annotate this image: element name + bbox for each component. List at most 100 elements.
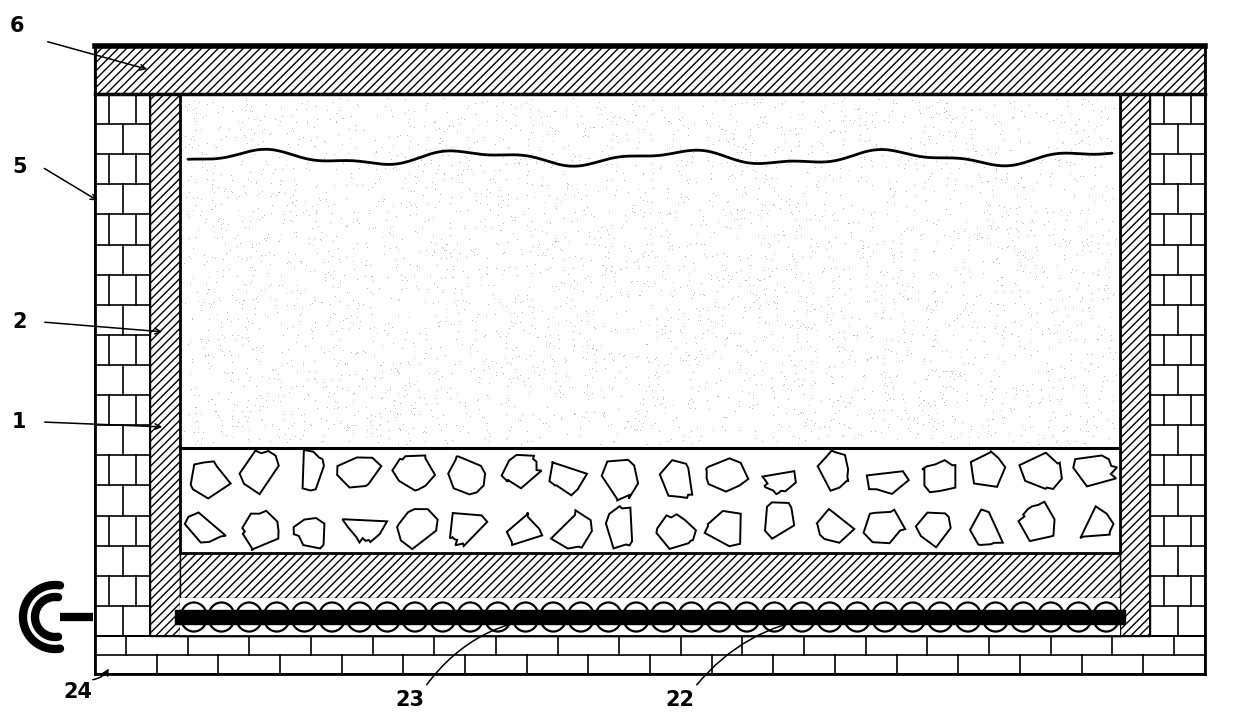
Point (693, 211, 713, 222)
Point (697, 117, 717, 129)
Point (825, 207, 844, 219)
Point (596, 159, 616, 170)
Point (859, 408, 879, 419)
Point (701, 315, 720, 326)
Point (823, 97, 843, 109)
Point (944, 225, 963, 236)
Point (923, 432, 942, 444)
Point (520, 111, 539, 123)
Point (1070, 295, 1090, 306)
Point (901, 132, 921, 144)
Point (1008, 245, 1028, 257)
Point (740, 285, 760, 297)
Point (828, 345, 848, 357)
Point (181, 336, 201, 347)
Point (796, 166, 816, 178)
Point (792, 251, 812, 263)
Point (202, 393, 222, 405)
Point (988, 160, 1008, 171)
Point (997, 168, 1017, 179)
Point (469, 393, 489, 405)
Point (269, 235, 289, 247)
Point (1037, 108, 1056, 119)
Point (954, 368, 973, 380)
Point (484, 173, 503, 184)
Point (213, 218, 233, 230)
Point (988, 298, 1008, 310)
Point (480, 204, 500, 216)
Point (221, 169, 241, 180)
Point (296, 95, 316, 107)
Point (201, 360, 221, 372)
Point (192, 148, 212, 160)
Point (278, 436, 298, 448)
Point (470, 215, 490, 227)
Point (451, 112, 471, 123)
Point (546, 155, 565, 166)
Point (653, 391, 673, 403)
Point (366, 423, 386, 435)
Point (505, 109, 525, 121)
Point (1091, 329, 1111, 341)
Point (1042, 147, 1061, 158)
Point (188, 295, 208, 307)
Point (606, 308, 626, 319)
Point (624, 423, 644, 435)
Point (191, 305, 211, 316)
Point (397, 129, 417, 141)
Point (260, 291, 280, 303)
Point (277, 322, 296, 334)
Point (537, 244, 557, 256)
Point (966, 144, 986, 156)
Point (461, 162, 481, 174)
Point (227, 270, 247, 282)
Point (185, 134, 205, 146)
Point (601, 383, 621, 395)
Point (776, 263, 796, 274)
Point (255, 308, 275, 320)
Point (671, 143, 691, 155)
Point (858, 295, 878, 307)
Point (785, 123, 805, 134)
Point (961, 423, 981, 435)
Point (1097, 279, 1117, 290)
Text: 24: 24 (63, 682, 93, 702)
Point (873, 306, 893, 318)
Point (637, 116, 657, 127)
Point (237, 188, 257, 200)
Point (677, 159, 697, 170)
Point (857, 123, 877, 134)
Point (494, 133, 513, 144)
Point (491, 131, 511, 143)
Point (212, 232, 232, 243)
Point (520, 225, 539, 237)
Point (911, 398, 931, 409)
Point (605, 371, 625, 383)
Point (301, 419, 321, 431)
Point (357, 282, 377, 293)
Point (903, 94, 923, 105)
Point (325, 308, 345, 320)
Point (920, 130, 940, 142)
Point (957, 394, 977, 406)
Point (614, 113, 634, 125)
Point (419, 284, 439, 295)
Point (957, 244, 977, 256)
Point (587, 365, 606, 377)
Point (973, 206, 993, 218)
Point (179, 98, 198, 110)
Point (1047, 259, 1066, 271)
Point (498, 395, 518, 406)
Point (999, 144, 1019, 155)
Point (751, 238, 771, 249)
Point (413, 152, 433, 163)
Point (281, 286, 301, 297)
Point (801, 414, 821, 425)
Point (182, 354, 202, 365)
Point (742, 259, 761, 271)
Point (1076, 414, 1096, 425)
Point (805, 417, 825, 429)
Point (595, 269, 615, 280)
Point (983, 109, 1003, 121)
Point (360, 301, 379, 313)
